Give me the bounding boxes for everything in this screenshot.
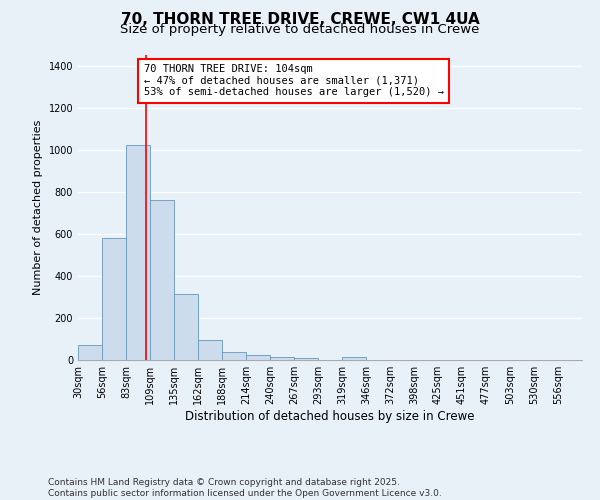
Text: 70, THORN TREE DRIVE, CREWE, CW1 4UA: 70, THORN TREE DRIVE, CREWE, CW1 4UA xyxy=(121,12,479,28)
Bar xyxy=(198,340,222,360)
Bar xyxy=(174,294,198,360)
Bar xyxy=(246,354,270,360)
Bar xyxy=(126,146,150,360)
Bar xyxy=(102,238,126,360)
Bar xyxy=(78,346,102,360)
Text: Contains HM Land Registry data © Crown copyright and database right 2025.
Contai: Contains HM Land Registry data © Crown c… xyxy=(48,478,442,498)
Bar xyxy=(270,357,294,360)
Bar xyxy=(222,352,246,360)
Bar xyxy=(294,358,318,360)
Text: 70 THORN TREE DRIVE: 104sqm
← 47% of detached houses are smaller (1,371)
53% of : 70 THORN TREE DRIVE: 104sqm ← 47% of det… xyxy=(143,64,443,98)
X-axis label: Distribution of detached houses by size in Crewe: Distribution of detached houses by size … xyxy=(185,410,475,423)
Bar xyxy=(150,200,174,360)
Text: Size of property relative to detached houses in Crewe: Size of property relative to detached ho… xyxy=(121,22,479,36)
Y-axis label: Number of detached properties: Number of detached properties xyxy=(33,120,43,295)
Bar xyxy=(342,357,366,360)
